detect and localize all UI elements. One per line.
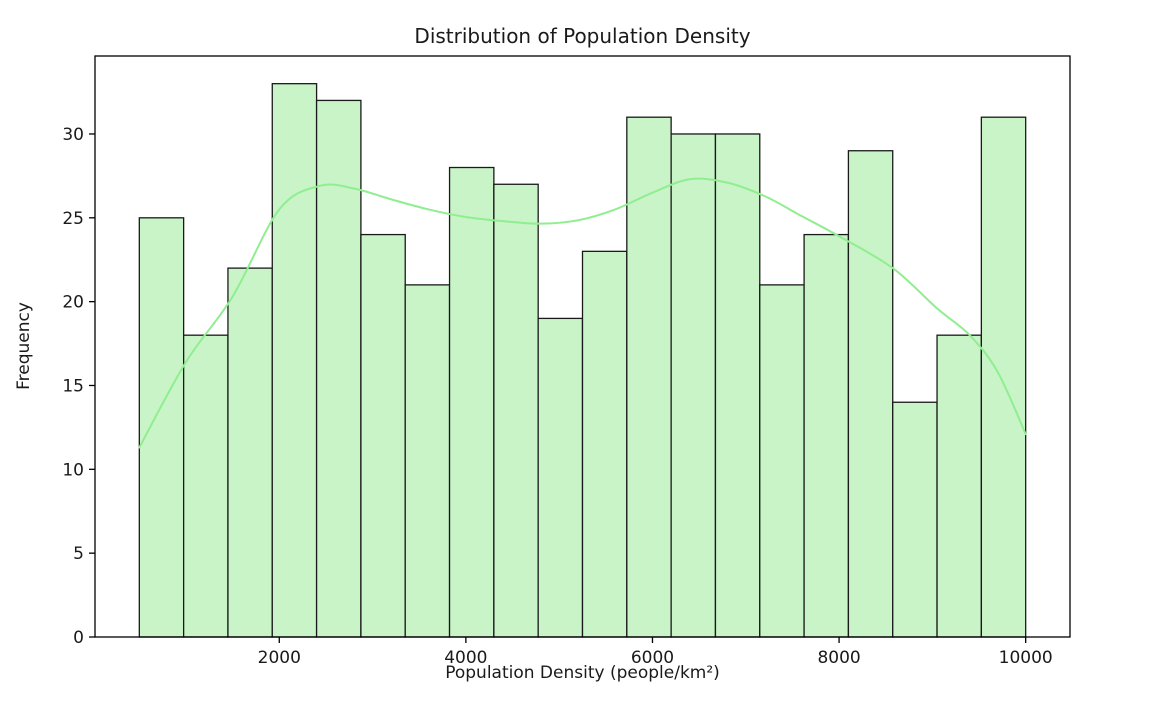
histogram-bar [537, 317, 584, 638]
histogram-bar [892, 401, 938, 638]
y-tick-label: 25 [62, 209, 84, 229]
histogram-bar [182, 334, 229, 638]
histogram-bar [714, 133, 761, 638]
histogram-bar [803, 233, 850, 638]
y-tick-label: 15 [62, 376, 84, 396]
x-tick-label: 2000 [258, 648, 301, 668]
x-axis-label: Population Density (people/km²) [445, 663, 720, 683]
histogram-bar [936, 334, 983, 638]
y-axis-label: Frequency [14, 302, 34, 390]
histogram-bar [670, 133, 717, 638]
kde-curve [138, 177, 1027, 449]
histogram-bar [759, 284, 805, 638]
histogram-bar [626, 116, 672, 638]
chart-title: Distribution of Population Density [414, 24, 751, 48]
histogram-bar [980, 116, 1027, 638]
y-tick-label: 10 [62, 460, 84, 480]
plot-border [94, 55, 1071, 638]
x-tick-label: 8000 [817, 648, 860, 668]
y-tick-label: 0 [73, 628, 84, 648]
histogram-bar [271, 83, 318, 638]
x-tick-label: 10000 [999, 648, 1053, 668]
histogram-bar [493, 183, 539, 638]
histogram-bar [227, 267, 273, 638]
y-tick-label: 5 [73, 544, 84, 564]
y-tick-label: 20 [62, 293, 84, 313]
histogram-bar [581, 250, 628, 638]
histogram-bar [847, 150, 894, 638]
x-tick-label: 4000 [444, 648, 487, 668]
histogram-bar [360, 233, 406, 638]
histogram-bar [315, 99, 362, 638]
histogram-bar [448, 166, 495, 638]
histogram-bar [138, 217, 185, 638]
y-tick-label: 30 [62, 125, 84, 145]
histogram-bar [404, 284, 451, 638]
x-tick-label: 6000 [631, 648, 674, 668]
